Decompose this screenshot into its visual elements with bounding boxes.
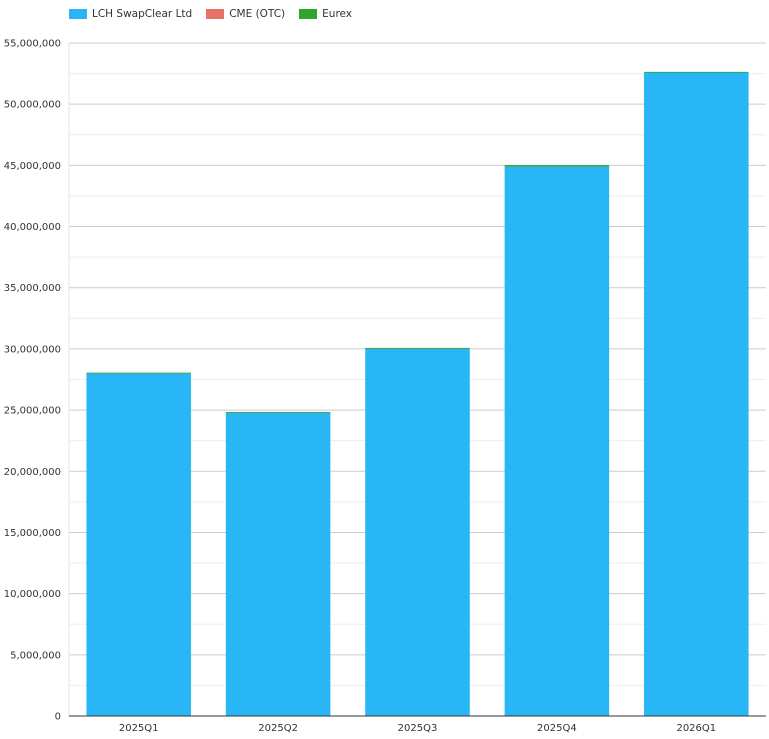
y-tick-label: 20,000,000: [4, 467, 61, 478]
legend-label-eurex: Eurex: [322, 8, 353, 20]
x-tick-label: 2025Q3: [398, 723, 438, 734]
bar-eurex-2026q1: [644, 71, 749, 73]
x-tick-label: 2026Q1: [676, 723, 716, 734]
x-tick-label: 2025Q2: [258, 723, 298, 734]
y-tick-label: 40,000,000: [4, 222, 61, 233]
y-tick-label: 5,000,000: [10, 650, 61, 661]
bar-lch-swapclear-ltd-2025q4: [504, 166, 610, 716]
bar-eurex-2025q3: [365, 347, 470, 349]
bar-eurex-2025q1: [86, 372, 191, 374]
legend-item-cme[interactable]: CME (OTC): [206, 8, 285, 20]
legend-label-lch: LCH SwapClear Ltd: [92, 8, 193, 20]
legend-item-eurex[interactable]: Eurex: [299, 8, 352, 20]
y-tick-label: 35,000,000: [4, 283, 61, 294]
y-tick-label: 55,000,000: [4, 39, 61, 50]
legend-swatch-eurex: [299, 9, 318, 19]
y-tick-label: 15,000,000: [4, 528, 61, 539]
bar-lch-swapclear-ltd-2025q2: [225, 412, 331, 716]
y-tick-label: 25,000,000: [4, 406, 61, 417]
bar-eurex-2025q4: [504, 165, 610, 167]
bar-eurex-2025q2: [225, 412, 331, 413]
legend-item-lch[interactable]: LCH SwapClear Ltd: [69, 8, 192, 20]
y-tick-label: 45,000,000: [4, 161, 61, 172]
bar-lch-swapclear-ltd-2025q3: [365, 348, 470, 716]
y-tick-label: 0: [55, 712, 61, 723]
y-tick-label: 10,000,000: [4, 589, 61, 600]
y-tick-label: 30,000,000: [4, 344, 61, 355]
y-tick-label: 50,000,000: [4, 100, 61, 111]
bar-lch-swapclear-ltd-2026q1: [644, 72, 749, 717]
legend-swatch-cme: [206, 9, 225, 19]
legend-swatch-lch: [69, 9, 87, 19]
x-tick-label: 2025Q4: [537, 723, 577, 734]
chart-legend: LCH SwapClear Ltd CME (OTC) Eurex: [69, 8, 352, 20]
bar-lch-swapclear-ltd-2025q1: [86, 373, 191, 716]
legend-label-cme: CME (OTC): [229, 8, 286, 20]
x-tick-label: 2025Q1: [119, 723, 159, 734]
